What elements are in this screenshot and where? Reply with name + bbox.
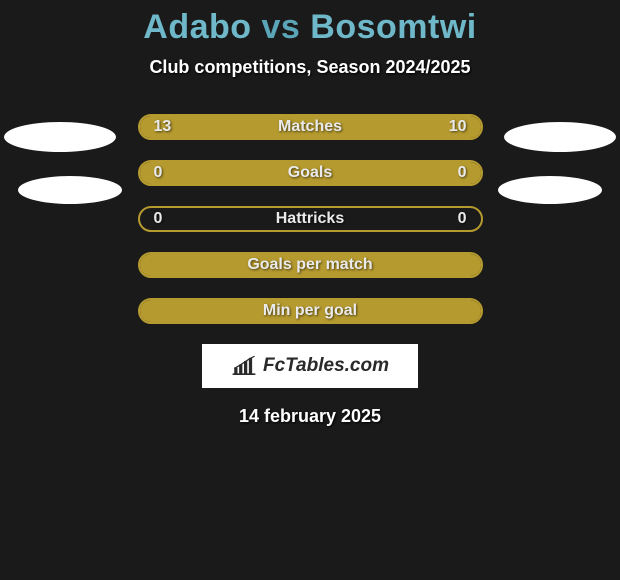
stat-label: Goals per match	[140, 256, 481, 274]
page-title: Adabo vs Bosomtwi	[0, 8, 620, 47]
team1-name: Adabo	[143, 8, 251, 46]
team1-badge-placeholder-1	[4, 122, 116, 152]
source-logo: FcTables.com	[202, 344, 418, 388]
subtitle: Club competitions, Season 2024/2025	[0, 57, 620, 78]
logo-text: FcTables.com	[263, 355, 389, 377]
team2-badge-placeholder-1	[504, 122, 616, 152]
stat-row-matches: 13 Matches 10	[138, 114, 483, 140]
comparison-date: 14 february 2025	[0, 406, 620, 427]
stat-right-value: 10	[449, 118, 467, 136]
stat-label: Hattricks	[140, 210, 481, 228]
stat-row-goals: 0 Goals 0	[138, 160, 483, 186]
stat-label: Matches	[140, 118, 481, 136]
stat-label: Goals	[140, 164, 481, 182]
stat-right-value: 0	[458, 164, 467, 182]
stat-row-goals-per-match: Goals per match	[138, 252, 483, 278]
bar-chart-icon	[231, 355, 257, 377]
stat-label: Min per goal	[140, 302, 481, 320]
stat-right-value: 0	[458, 210, 467, 228]
team1-badge-placeholder-2	[18, 176, 122, 204]
stat-row-min-per-goal: Min per goal	[138, 298, 483, 324]
team2-badge-placeholder-2	[498, 176, 602, 204]
vs-label: vs	[262, 8, 301, 46]
team2-name: Bosomtwi	[310, 8, 476, 46]
stat-row-hattricks: 0 Hattricks 0	[138, 206, 483, 232]
